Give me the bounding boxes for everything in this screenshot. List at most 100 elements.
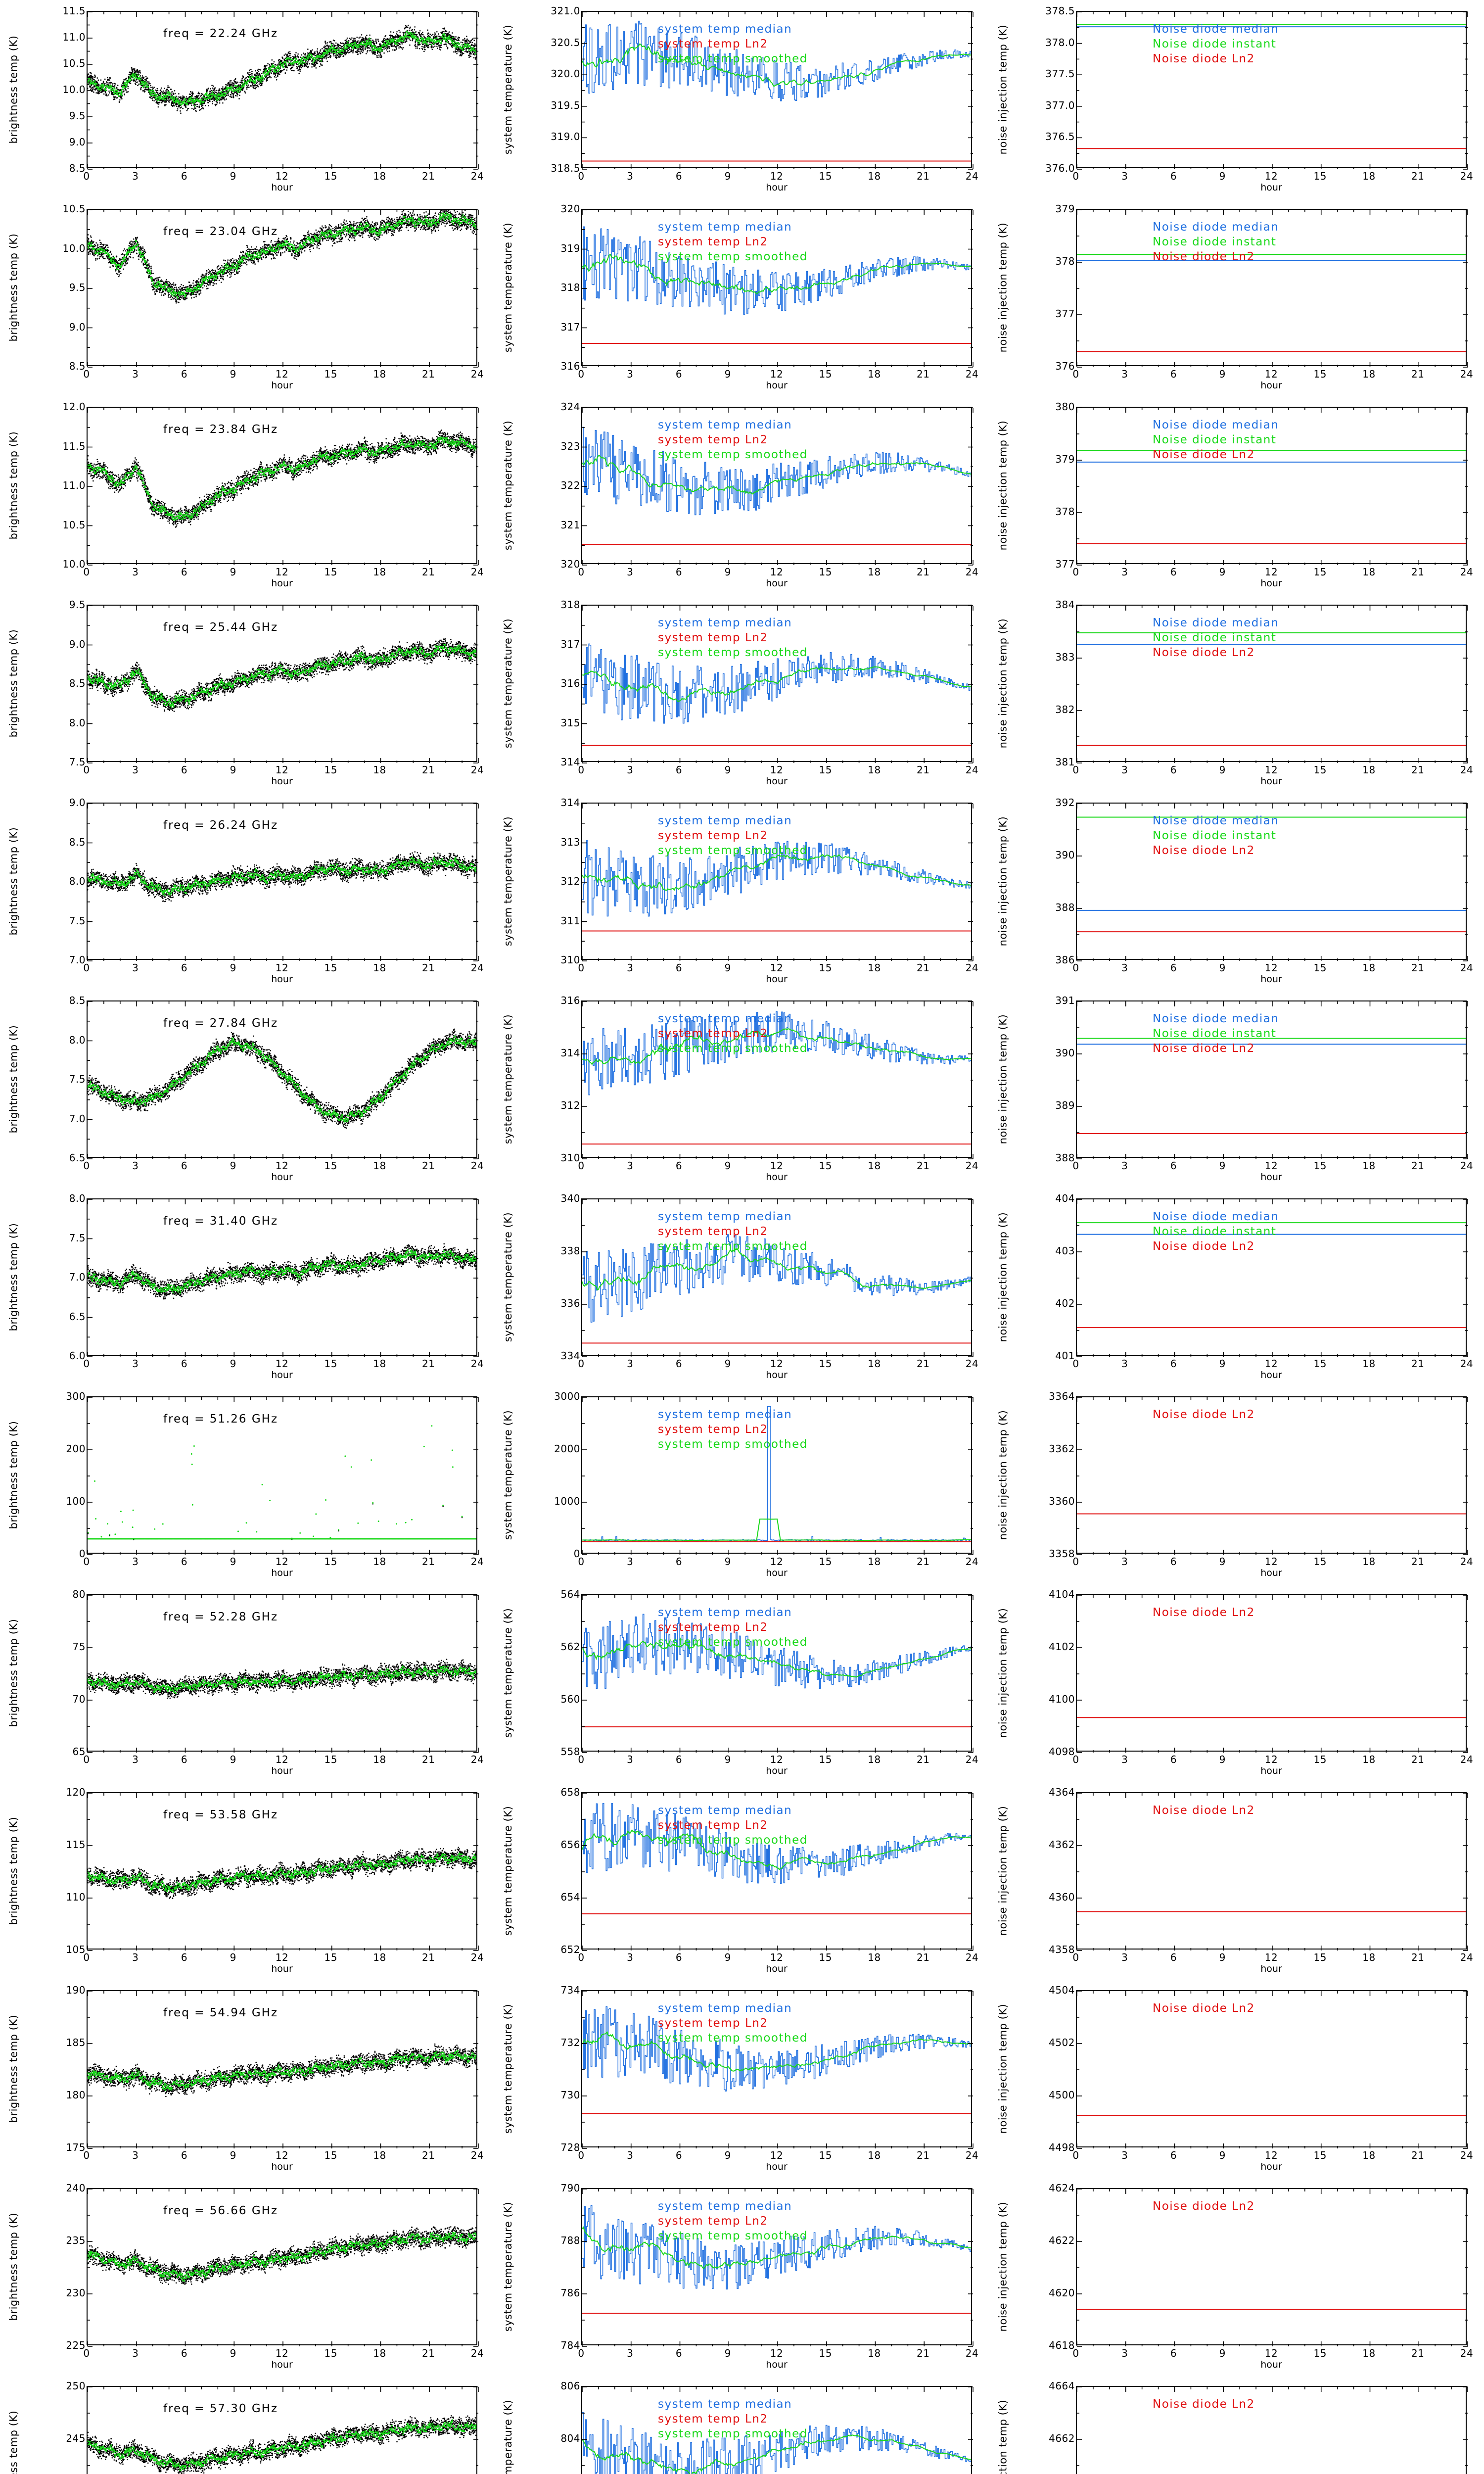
y-tick-label: 10.5 [21,203,86,215]
plot-frame [1076,1792,1467,1950]
x-tick-label: 3 [132,1160,139,1172]
y-tick-label: 379 [1011,203,1075,215]
x-tick-label: 6 [1170,1358,1177,1370]
x-tick-labels: 0 3 6 9 12 15 18 21 24 [581,170,972,183]
x-tick-label: 0 [578,368,584,380]
x-tick-labels: 0 3 6 9 12 15 18 21 24 [1076,2347,1467,2360]
y-tick-label: 323 [516,440,580,452]
x-tick-label: 0 [1072,566,1079,578]
x-tick-label: 15 [819,1556,832,1568]
y-tick-labels: 8.0 7.5 7.0 6.5 6.0 [17,1198,86,1356]
x-tick-label: 21 [422,2149,435,2161]
freq-row: brightness temp (K) 9.5 9.0 8.5 8.0 7.5 freq =… [0,594,1484,792]
x-tick-label: 18 [1362,962,1375,974]
y-tick-label: 312 [516,1099,580,1111]
brightness-plot [88,1199,476,1355]
x-tick-label: 12 [276,1754,288,1765]
x-tick-label: 21 [917,1358,929,1370]
x-tick-label: 6 [676,566,682,578]
legend-system-temp: system temp median system temp Ln2 system … [658,220,808,264]
x-tick-label: 12 [276,1556,288,1568]
x-tick-label: 24 [1460,368,1473,380]
x-tick-label: 0 [578,1951,584,1963]
legend-system-temp: system temp median system temp Ln2 system … [658,1011,808,1056]
y-tick-labels: 806804802800 [512,2386,580,2474]
x-tick-label: 9 [1219,2347,1226,2359]
x-tick-label: 6 [1170,1951,1177,1963]
y-tick-label: 784 [516,2339,580,2351]
y-tick-label: 6.5 [21,1152,86,1164]
x-tick-label: 3 [132,1951,139,1963]
frequency-annotation: freq = 27.84 GHz [163,1017,278,1030]
x-tick-label: 12 [1265,962,1278,974]
x-axis-label: hour [581,380,972,391]
y-tick-label: 3358 [1011,1548,1075,1560]
x-tick-label: 3 [627,2347,633,2359]
x-tick-label: 3 [132,368,139,380]
y-tick-label: 730 [516,2089,580,2101]
x-tick-label: 3 [1121,962,1128,974]
legend-system-temp: system temp median system temp Ln2 system … [658,1803,808,1848]
x-tick-label: 9 [230,962,236,974]
x-tick-label: 15 [325,1556,337,1568]
x-tick-label: 3 [1121,566,1128,578]
legend-entry: system temp smoothed [658,645,808,660]
x-tick-label: 9 [230,1556,236,1568]
legend-entry: Noise diode Ln2 [1153,447,1279,462]
x-tick-label: 3 [627,962,633,974]
x-tick-label: 18 [373,1358,386,1370]
x-tick-label: 24 [471,1160,484,1172]
x-tick-label: 21 [917,170,929,182]
legend-entry: system temp Ln2 [658,1224,808,1239]
x-tick-label: 18 [373,1556,386,1568]
x-axis-label: hour [1076,2161,1467,2172]
y-tick-label: 65 [21,1746,86,1758]
x-tick-label: 21 [1411,566,1424,578]
x-tick-label: 12 [1265,2149,1278,2161]
x-tick-label: 12 [1265,368,1278,380]
x-tick-label: 3 [627,170,633,182]
x-tick-label: 15 [1314,566,1327,578]
legend-entry: system temp smoothed [658,51,808,66]
y-tick-label: 8.0 [21,1192,86,1204]
legend-entry: Noise diode Ln2 [1153,249,1279,264]
x-tick-label: 21 [422,1754,435,1765]
legend-system-temp: system temp median system temp Ln2 system … [658,1407,808,1452]
x-tick-label: 24 [471,1951,484,1963]
x-tick-label: 9 [230,566,236,578]
legend-system-temp: system temp median system temp Ln2 system … [658,1209,808,1254]
frequency-annotation: freq = 52.28 GHz [163,1611,278,1623]
x-tick-labels: 0 3 6 9 12 15 18 21 24 [87,368,477,381]
y-tick-label: 384 [1011,599,1075,611]
x-tick-label: 6 [1170,962,1177,974]
x-tick-label: 18 [868,1556,881,1568]
legend-entry: system temp Ln2 [658,2412,808,2426]
x-tick-label: 12 [770,2149,783,2161]
legend-entry: system temp Ln2 [658,1818,808,1833]
freq-row: brightness temp (K) 190 185 180 175 freq = 54… [0,1979,1484,2177]
x-tick-label: 9 [1219,764,1226,776]
x-tick-label: 9 [1219,1358,1226,1370]
legend-entry: Noise diode median [1153,1011,1279,1026]
x-tick-label: 18 [868,1951,881,1963]
x-tick-label: 6 [1170,2347,1177,2359]
x-tick-label: 24 [471,170,484,182]
y-tick-label: 6.0 [21,1350,86,1362]
panel-brightness: brightness temp (K) 9.5 9.0 8.5 8.0 7.5 freq =… [0,594,495,792]
x-tick-label: 0 [1072,2347,1079,2359]
panel-noise-temp: noise injection temp (K) 4364 4362 4360 4358… [989,1781,1484,1979]
x-tick-label: 21 [422,170,435,182]
x-tick-label: 3 [1121,764,1128,776]
brightness-plot [88,1991,476,2146]
legend-system-temp: system temp median system temp Ln2 system … [658,22,808,66]
x-tick-label: 0 [83,962,90,974]
x-axis-label: hour [1076,182,1467,193]
x-tick-label: 18 [868,368,881,380]
y-tick-label: 9.5 [21,599,86,611]
x-tick-label: 12 [770,1358,783,1370]
y-tick-label: 6.5 [21,1311,86,1323]
x-tick-label: 12 [1265,2347,1278,2359]
x-tick-label: 18 [868,1754,881,1765]
legend-entry: system temp Ln2 [658,432,808,447]
panel-noise-temp: noise injection temp (K) 4104 4102 4100 4098… [989,1583,1484,1781]
